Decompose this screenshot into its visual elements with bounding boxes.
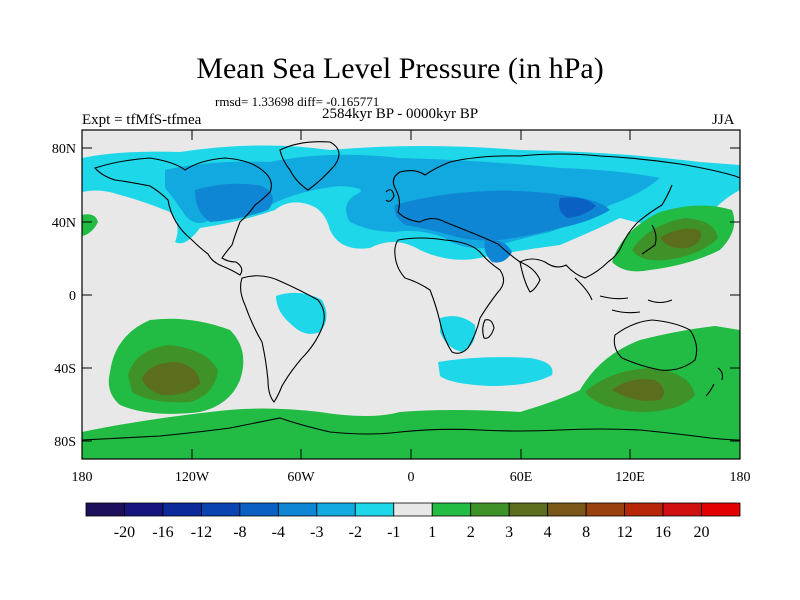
coast-antarctica [82,417,740,441]
coast-india [519,261,541,293]
anomaly-southern-ocean-band [82,326,740,459]
anomaly-eurasia-deep [559,197,596,218]
lat-label-80n: 80N [52,142,76,157]
colorbar-box-11 [508,502,549,517]
colorbar-box-4 [239,502,279,517]
colorbar-box-14 [624,502,664,517]
colorbar-box-10 [470,502,510,517]
colorbar-label-0: -20 [114,524,135,541]
lon-label-120e: 120E [615,470,645,485]
season-label: JJA [712,112,735,128]
coast-madagascar [482,319,495,339]
colorbar-box-5 [277,502,318,517]
colorbar-label-4: -4 [272,524,285,541]
anomaly-east-pacific-west-edge [82,214,98,236]
coast-greenland [279,141,340,191]
colorbar-label-14: 16 [655,524,671,541]
colorbar-box-13 [585,502,625,517]
anomaly-eurasia-core [394,190,610,241]
period-label: 2584kyr BP - 0000kyr BP [322,106,479,122]
lon-ticks [191,130,631,459]
map-field [82,130,740,459]
colorbar-label-10: 3 [505,524,513,541]
anomaly-arabia [484,239,512,263]
colorbar-label-13: 12 [617,524,633,541]
lon-label-60w: 60W [287,470,315,485]
colorbar [85,502,741,517]
anomaly-brazil [276,292,327,334]
lon-label-120w: 120W [175,470,210,485]
colorbar-box-12 [547,502,587,517]
anomaly-northwest-pacific-core [660,228,702,249]
colorbar-label-3: -8 [233,524,246,541]
coast-australia [613,319,698,371]
coast-north-america [94,157,272,276]
colorbar-label-7: -1 [387,524,400,541]
colorbar-label-11: 4 [544,524,552,541]
colorbar-box-6 [316,502,356,517]
lat-label-40n: 40N [52,216,76,231]
coast-africa [394,237,505,354]
map-title: Mean Sea Level Pressure (in hPa) [196,52,604,85]
lon-label-0: 0 [408,470,415,485]
colorbar-box-9 [431,502,472,517]
colorbar-box-0 [85,502,125,517]
colorbar-label-8: 1 [428,524,436,541]
anomaly-south-africa [440,316,476,352]
colorbar-box-8 [393,502,433,517]
coast-new-zealand [705,367,724,397]
colorbar-label-1: -16 [152,524,173,541]
colorbar-label-6: -2 [349,524,362,541]
coast-southeast-asia [574,277,673,314]
colorbar-box-3 [201,502,241,517]
stats-line: rmsd= 1.33698 diff= -0.165771 [215,94,380,109]
colorbar-box-16 [701,502,741,517]
colorbar-box-2 [162,502,202,517]
lon-label-180e: 180 [730,470,751,485]
lon-label-60e: 60E [510,470,533,485]
lat-label-40s: 40S [54,362,76,377]
experiment-label: Expt = tfMfS-tfmea [82,112,202,128]
colorbar-labels: -20 -16 -12 -8 -4 -3 -2 -1 1 2 3 4 8 12 16 20 [114,524,710,541]
coast-eurasia [392,153,740,279]
colorbar-label-12: 8 [582,524,590,541]
lat-label-0: 0 [69,289,76,304]
colorbar-box-15 [662,502,702,517]
colorbar-label-9: 2 [467,524,475,541]
anomaly-south-indian-ocean [438,357,553,386]
lat-label-80s: 80S [54,435,76,450]
colorbar-box-7 [354,502,395,517]
coast-japan [641,224,657,255]
colorbar-box-1 [124,502,164,517]
lon-label-180w: 180 [72,470,93,485]
colorbar-label-5: -3 [310,524,323,541]
anomaly-north-america [195,183,273,222]
anomaly-south-pacific-core [142,362,200,396]
lat-ticks [82,147,740,442]
colorbar-label-15: 20 [694,524,710,541]
coast-uk [385,189,395,202]
coast-south-america [239,275,325,403]
colorbar-label-2: -12 [191,524,212,541]
coastlines [82,141,740,441]
anomaly-south-indian-pacific-core [612,379,664,401]
